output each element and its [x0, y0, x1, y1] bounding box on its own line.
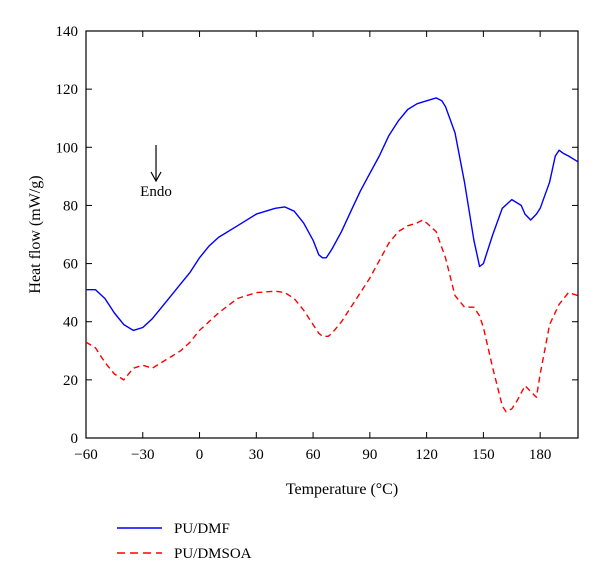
- legend-item-pu-dmsoa: PU/DMSOA: [117, 546, 252, 562]
- endo-arrow-head-icon: [150, 171, 162, 183]
- y-tick-label: 100: [56, 140, 79, 156]
- x-tick-label: −60: [74, 447, 97, 463]
- endo-annotation: Endo: [140, 145, 172, 200]
- legend-item-pu-dmf: PU/DMF: [117, 521, 230, 537]
- legend-label-pu-dmsoa: PU/DMSOA: [174, 546, 252, 562]
- y-tick-label: 120: [56, 82, 79, 98]
- y-tick-label: 20: [63, 373, 78, 389]
- x-tick-label: 180: [529, 447, 552, 463]
- series-line-pu-dmsoa: [85, 219, 579, 413]
- y-axis-ticks: 0 20 40 60 80 100 120 140: [56, 24, 578, 447]
- y-tick-label: 140: [56, 24, 79, 40]
- x-tick-label: 90: [362, 447, 377, 463]
- x-axis-title: Temperature (°C): [286, 481, 398, 498]
- x-tick-label: 150: [472, 447, 495, 463]
- x-tick-label: 120: [415, 447, 438, 463]
- y-tick-label: 60: [63, 257, 78, 273]
- x-tick-label: 30: [249, 447, 264, 463]
- series-layer: [85, 97, 579, 413]
- legend-label-pu-dmf: PU/DMF: [174, 521, 230, 537]
- x-tick-label: −30: [131, 447, 154, 463]
- legend: PU/DMF PU/DMSOA: [117, 521, 252, 562]
- y-tick-label: 80: [63, 198, 78, 214]
- plot-area: −60 −30 0 30 60 90 120 150 180 0 20 40 60 80 100 120 14…: [56, 24, 579, 463]
- endo-label: Endo: [140, 184, 172, 200]
- x-axis-ticks: −60 −30 0 30 60 90 120 150 180: [74, 31, 551, 463]
- y-tick-label: 0: [71, 431, 79, 447]
- y-tick-label: 40: [63, 315, 78, 331]
- x-tick-label: 60: [306, 447, 321, 463]
- y-axis-title: Heat flow (mW/g): [27, 175, 44, 293]
- x-tick-label: 0: [196, 447, 204, 463]
- series-line-pu-dmf: [86, 97, 579, 332]
- plot-frame: [85, 30, 579, 439]
